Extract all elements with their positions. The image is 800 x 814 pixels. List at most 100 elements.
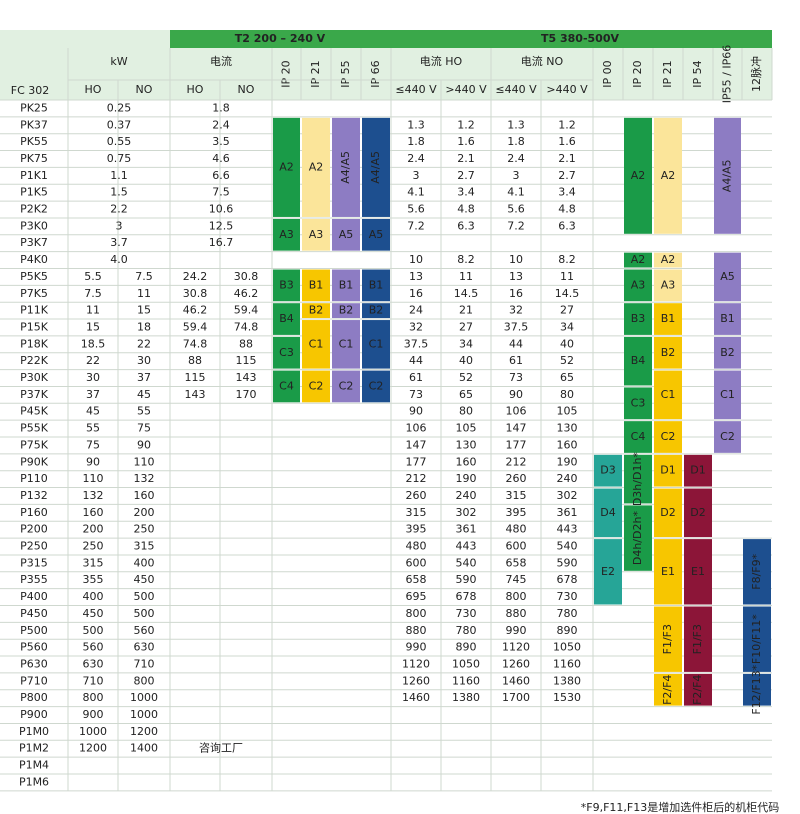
kw-cell: 400 xyxy=(83,590,104,603)
kw-cell: 500 xyxy=(134,607,155,620)
model-cell: P1M0 xyxy=(19,725,49,738)
enclosure-label: D2 xyxy=(690,506,705,519)
header-text: >440 V xyxy=(445,83,487,96)
current-cell: 30.8 xyxy=(234,270,259,283)
kw-cell: 500 xyxy=(83,624,104,637)
current-cell: 24 xyxy=(409,304,423,317)
enclosure-label: B1 xyxy=(339,278,354,291)
current-cell: 147 xyxy=(406,438,427,451)
enclosure-block xyxy=(654,303,682,335)
current-cell: 2.4 xyxy=(212,118,230,131)
model-cell: P3K0 xyxy=(20,219,48,232)
current-cell: 1050 xyxy=(553,641,581,654)
enclosure-label: A3 xyxy=(279,228,294,241)
enclosure-label: F1/F3 xyxy=(691,624,704,654)
kw-cell: 0.55 xyxy=(107,135,132,148)
kw-cell: 200 xyxy=(134,506,155,519)
enclosure-label: B2 xyxy=(369,304,384,317)
enclosure-block xyxy=(273,117,300,217)
model-cell: P500 xyxy=(20,624,48,637)
enclosure-label: B2 xyxy=(309,304,324,317)
kw-cell: 710 xyxy=(83,674,104,687)
enclosure-label: F2/F4 xyxy=(691,675,704,705)
enclosure-block xyxy=(714,370,741,420)
enclosure-label: B2 xyxy=(661,346,676,359)
enclosure-label: A5 xyxy=(339,228,354,241)
current-cell: 361 xyxy=(456,523,477,536)
enclosure-label: F8/F9* xyxy=(750,553,763,589)
enclosure-label: C2 xyxy=(661,430,676,443)
model-cell: PK75 xyxy=(20,152,48,165)
enclosure-block xyxy=(273,370,300,403)
kw-cell: 0.75 xyxy=(107,152,132,165)
enclosure-label: C2 xyxy=(339,379,354,392)
model-cell: P250 xyxy=(20,540,48,553)
current-cell: 315 xyxy=(506,489,527,502)
current-cell: 2.4 xyxy=(407,152,425,165)
current-cell: 12.5 xyxy=(209,219,234,232)
current-cell: 443 xyxy=(456,540,477,553)
kw-cell: 55 xyxy=(137,405,151,418)
model-cell: P30K xyxy=(20,371,49,384)
enclosure-label: B3 xyxy=(279,278,294,291)
enclosure-block xyxy=(302,370,330,403)
enclosure-block xyxy=(273,269,300,302)
current-cell: 14.5 xyxy=(555,287,580,300)
enclosure-block xyxy=(362,370,390,403)
current-cell: 32 xyxy=(509,304,523,317)
current-cell: 73 xyxy=(509,371,523,384)
enclosure-label: D1 xyxy=(690,464,705,477)
kw-cell: 55 xyxy=(86,422,100,435)
current-cell: 14.5 xyxy=(454,287,479,300)
current-cell: 212 xyxy=(406,472,427,485)
enclosure-label: B3 xyxy=(631,312,646,325)
current-cell: 1530 xyxy=(553,691,581,704)
enclosure-label: A3 xyxy=(631,278,646,291)
model-cell: P630 xyxy=(20,657,48,670)
current-cell: 32 xyxy=(409,320,423,333)
enclosure-block xyxy=(624,269,652,302)
enclosure-label: C3 xyxy=(279,346,294,359)
current-cell: 3.5 xyxy=(212,135,230,148)
kw-cell: 4.0 xyxy=(110,253,128,266)
current-cell: 10 xyxy=(409,253,423,266)
enclosure-label: A2 xyxy=(631,253,646,266)
enclosure-block xyxy=(684,606,712,672)
header-text: HO xyxy=(187,83,204,96)
header-text: IP 55 xyxy=(339,60,352,87)
enclosure-block xyxy=(624,454,652,504)
current-cell: 480 xyxy=(406,540,427,553)
current-cell: 52 xyxy=(459,371,473,384)
enclosure-block xyxy=(332,303,360,319)
enclosure-label: A4/A5 xyxy=(369,151,382,184)
enclosure-block xyxy=(684,488,712,538)
kw-cell: 37 xyxy=(86,388,100,401)
model-cell: P45K xyxy=(20,405,49,418)
current-cell: 177 xyxy=(406,455,427,468)
current-cell: 315 xyxy=(406,506,427,519)
current-cell: 658 xyxy=(506,556,527,569)
current-cell: 65 xyxy=(560,371,574,384)
model-cell: P355 xyxy=(20,573,48,586)
current-cell: 212 xyxy=(506,455,527,468)
current-cell: 1160 xyxy=(553,657,581,670)
current-cell: 800 xyxy=(406,607,427,620)
enclosure-label: A3 xyxy=(661,278,676,291)
kw-cell: 355 xyxy=(83,573,104,586)
header-text: NO xyxy=(136,83,153,96)
enclosure-block xyxy=(684,454,712,487)
enclosure-block xyxy=(332,320,360,369)
enclosure-block xyxy=(332,117,360,217)
current-cell: 1700 xyxy=(502,691,530,704)
current-cell: 74.8 xyxy=(183,337,208,350)
enclosure-block xyxy=(302,117,330,217)
enclosure-block xyxy=(624,387,652,420)
enclosure-block xyxy=(654,370,682,420)
enclosure-block xyxy=(654,488,682,538)
current-cell: 30.8 xyxy=(183,287,208,300)
enclosure-label: A2 xyxy=(279,160,294,173)
current-cell: 130 xyxy=(557,422,578,435)
current-cell: 34 xyxy=(459,337,473,350)
model-cell: P15K xyxy=(20,320,49,333)
